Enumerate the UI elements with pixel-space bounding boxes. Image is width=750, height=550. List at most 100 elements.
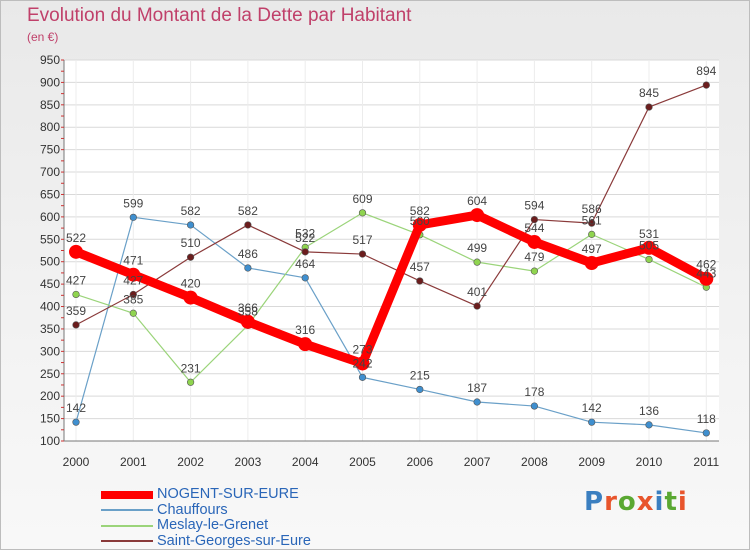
data-point (584, 256, 599, 271)
data-label: 427 (123, 273, 143, 287)
x-tick-label: 2011 (693, 455, 719, 469)
data-label: 443 (696, 266, 716, 280)
data-point (244, 264, 252, 272)
data-label: 609 (352, 192, 372, 206)
y-tick-label: 750 (40, 143, 60, 157)
legend-swatch (101, 509, 153, 512)
data-label: 136 (639, 404, 659, 418)
legend-item: NOGENT-SUR-EURE (101, 486, 311, 503)
data-label: 471 (123, 254, 143, 268)
y-tick-label: 800 (40, 120, 60, 134)
data-label: 464 (295, 257, 315, 271)
plot-area (64, 60, 719, 441)
data-point (530, 215, 539, 224)
x-tick-label: 2008 (521, 455, 548, 469)
x-tick-label: 2005 (349, 455, 376, 469)
data-label: 586 (582, 202, 602, 216)
data-label: 499 (467, 241, 487, 255)
data-label: 479 (524, 250, 544, 264)
data-label: 273 (352, 342, 372, 356)
data-label: 142 (66, 401, 86, 415)
data-label: 544 (524, 221, 544, 235)
data-label: 582 (410, 204, 430, 218)
data-point (473, 398, 481, 406)
series-line (71, 210, 711, 368)
x-tick-label: 2010 (636, 455, 663, 469)
y-tick-label: 600 (40, 210, 60, 224)
data-point (240, 314, 255, 329)
data-point (412, 217, 427, 232)
data-point (358, 209, 367, 217)
data-label: 560 (410, 214, 430, 228)
legend-label: Chauffours (157, 501, 228, 518)
data-point (183, 290, 198, 305)
legend: NOGENT-SUR-EURE Chauffours Meslay-le-Grene… (101, 486, 311, 549)
data-point (72, 418, 80, 426)
x-tick-label: 2009 (578, 455, 605, 469)
data-point (527, 234, 542, 249)
data-label: 242 (352, 356, 372, 370)
legend-item: Meslay-le-Grenet (101, 517, 311, 534)
data-label: 522 (66, 231, 86, 245)
legend-swatch (101, 540, 153, 543)
data-label: 845 (639, 86, 659, 100)
data-label: 497 (582, 242, 602, 256)
data-point (244, 221, 252, 229)
data-label: 427 (66, 273, 86, 287)
y-tick-label: 250 (40, 367, 60, 381)
legend-swatch (101, 490, 153, 499)
data-label: 316 (295, 323, 315, 337)
data-point (301, 248, 309, 256)
data-point (187, 378, 195, 386)
data-label: 582 (238, 204, 258, 218)
data-label: 505 (639, 238, 659, 252)
data-point (416, 277, 424, 285)
data-label: 385 (123, 292, 143, 306)
y-tick-label: 550 (40, 232, 60, 246)
chart-title: Evolution du Montant de la Dette par Hab… (27, 5, 412, 26)
series-line (75, 212, 707, 383)
y-tick-label: 500 (40, 255, 60, 269)
x-tick-label: 2006 (406, 455, 433, 469)
data-label: 517 (352, 233, 372, 247)
data-point (473, 258, 481, 266)
data-label: 366 (238, 301, 258, 315)
data-label: 561 (582, 213, 602, 227)
legend-label: Meslay-le-Grenet (157, 517, 269, 533)
data-point (530, 402, 539, 410)
data-point (588, 230, 596, 238)
data-point (355, 356, 370, 371)
data-point (358, 250, 367, 258)
y-tick-label: 350 (40, 322, 60, 336)
legend-swatch (101, 524, 153, 527)
data-label: 594 (524, 199, 544, 213)
proxiti-logo: Proxiti (584, 487, 688, 517)
data-label: 401 (467, 285, 487, 299)
x-tick-label: 2004 (292, 455, 319, 469)
data-point (69, 244, 83, 259)
data-point (645, 421, 653, 429)
data-point (126, 267, 141, 282)
data-point (702, 429, 710, 437)
data-point (301, 274, 309, 282)
data-point (588, 219, 596, 227)
data-point (72, 321, 80, 329)
data-label: 187 (467, 381, 487, 395)
data-label: 604 (467, 194, 487, 208)
data-point (473, 302, 481, 310)
legend-label: Saint-Georges-sur-Eure (157, 532, 311, 549)
data-point (645, 103, 653, 111)
data-point (129, 309, 137, 317)
data-label: 582 (181, 204, 201, 218)
data-point (72, 290, 80, 299)
y-tick-label: 100 (40, 434, 60, 448)
x-tick-label: 2002 (177, 455, 204, 469)
data-label: 215 (410, 368, 430, 382)
data-label: 358 (238, 304, 258, 318)
data-point (645, 255, 653, 264)
data-point (129, 290, 137, 299)
data-label: 522 (295, 231, 315, 245)
y-tick-label: 950 (40, 53, 60, 67)
